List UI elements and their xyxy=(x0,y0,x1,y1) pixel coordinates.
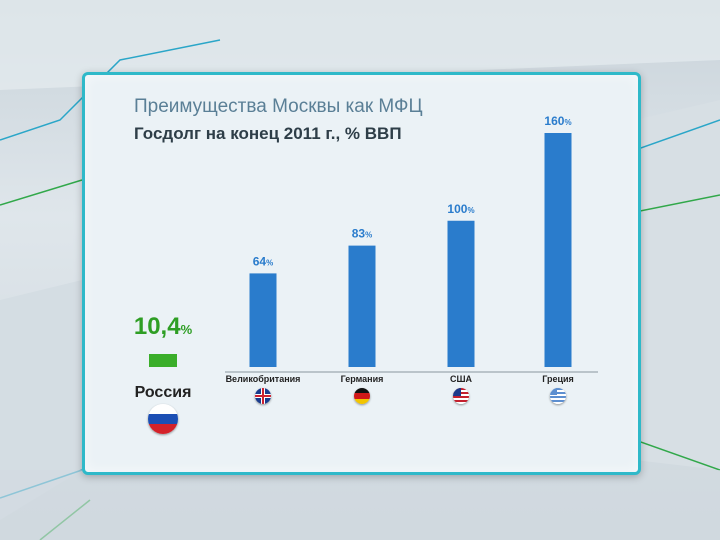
bar-4 xyxy=(544,133,572,367)
value-label-4: 160% xyxy=(544,114,571,128)
bar-3 xyxy=(447,220,475,367)
value-label-1: 64% xyxy=(253,254,273,268)
category-label-1: Великобритания xyxy=(226,374,301,384)
page-title: Преимущества Москвы как МФЦ xyxy=(134,96,423,117)
bar-1 xyxy=(249,273,277,367)
value-label-3: 100% xyxy=(447,202,474,216)
value-label-2: 83% xyxy=(352,227,372,241)
russia-flag-icon xyxy=(148,404,178,434)
greece-flag-icon xyxy=(550,388,566,404)
chart-subtitle: Госдолг на конец 2011 г., % ВВП xyxy=(134,124,402,143)
germany-flag-icon xyxy=(354,388,370,404)
category-label-3: США xyxy=(450,374,473,384)
bar-0 xyxy=(149,354,177,367)
category-label-4: Греция xyxy=(542,374,574,384)
value-label-0: 10,4% xyxy=(134,313,193,340)
uk-flag-icon xyxy=(255,388,271,404)
category-label-2: Германия xyxy=(341,374,384,384)
category-label-0: Россия xyxy=(135,384,192,401)
bar-2 xyxy=(348,245,376,367)
usa-flag-icon xyxy=(453,388,469,404)
